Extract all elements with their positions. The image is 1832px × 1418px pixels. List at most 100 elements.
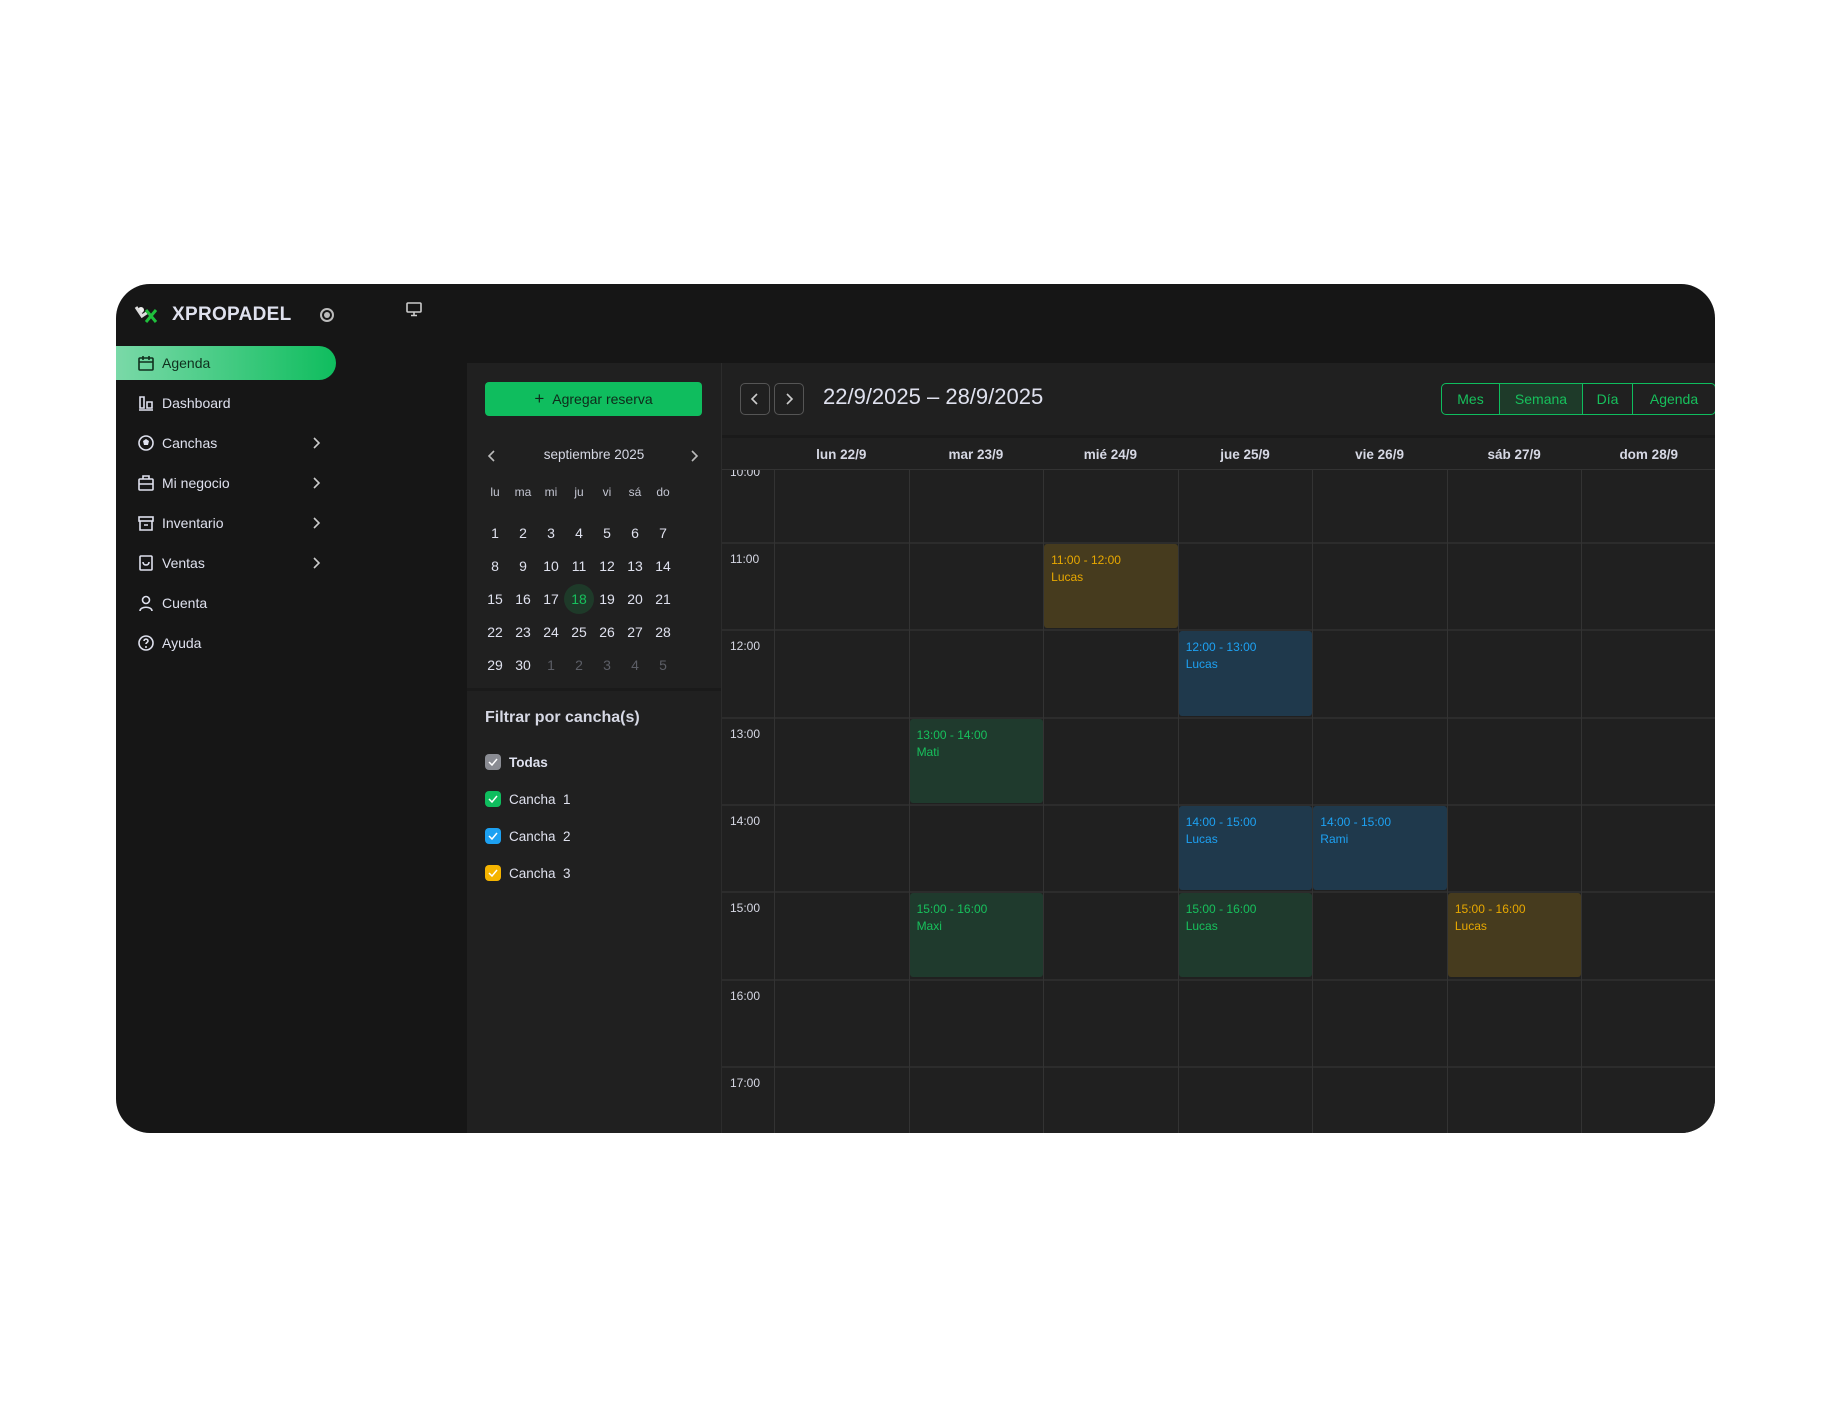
view-semana[interactable]: Semana <box>1500 384 1583 414</box>
calendar-icon <box>138 356 154 371</box>
hour-label: 13:00 <box>730 726 761 741</box>
mini-cal-next-icon[interactable] <box>689 449 699 467</box>
mini-cal-day[interactable]: 16 <box>515 591 531 607</box>
reservation-event[interactable]: 12:00 - 13:00 Lucas <box>1178 631 1313 716</box>
sidebar-item-agenda[interactable]: Agenda <box>116 346 336 380</box>
prev-week-button[interactable] <box>740 383 770 415</box>
help-icon <box>138 635 154 651</box>
reservation-event[interactable]: 15:00 - 16:00 Maxi <box>909 893 1044 978</box>
mini-cal-day[interactable]: 27 <box>627 624 643 640</box>
view-día[interactable]: Día <box>1583 384 1633 414</box>
day-column-line <box>1446 470 1448 1133</box>
mini-cal-day[interactable]: 1 <box>491 525 499 541</box>
mini-cal-day[interactable]: 30 <box>515 657 531 673</box>
day-header: vie 26/9 <box>1355 446 1404 462</box>
mini-cal-day[interactable]: 21 <box>655 591 671 607</box>
brand-name: XPROPADEL <box>172 304 292 325</box>
checkbox-checked-icon[interactable] <box>485 865 501 881</box>
court-filter-cancha-1[interactable]: Cancha 1 <box>485 789 571 809</box>
sidebar-item-canchas[interactable]: Canchas <box>116 426 336 460</box>
mini-cal-day[interactable]: 4 <box>575 525 583 541</box>
event-customer: Lucas <box>1185 831 1218 846</box>
mini-cal-day[interactable]: 4 <box>631 657 639 673</box>
event-time: 15:00 - 16:00 <box>1454 902 1526 917</box>
mini-cal-day[interactable]: 11 <box>571 558 587 574</box>
day-header: dom 28/9 <box>1619 446 1678 462</box>
time-grid[interactable]: 10:00 11:00 12:00 13:00 14:00 15:00 16:00 17:00… <box>722 470 1715 1133</box>
sidebar-item-cuenta[interactable]: Cuenta <box>116 586 336 620</box>
next-week-button[interactable] <box>774 383 804 415</box>
add-reservation-button[interactable]: + Agregar reserva <box>485 382 702 416</box>
hour-line <box>722 978 1715 981</box>
mini-cal-day[interactable]: 29 <box>487 657 503 673</box>
left-panel: + Agregar reserva septiembre 2025 lu ma mi… <box>467 363 721 1133</box>
monitor-icon[interactable] <box>406 302 422 317</box>
sidebar-item-label: Cuenta <box>162 595 208 611</box>
mini-cal-day[interactable]: 3 <box>547 525 555 541</box>
court-filter-cancha-2[interactable]: Cancha 2 <box>485 826 571 846</box>
reservation-event[interactable]: 15:00 - 16:00 Lucas <box>1178 893 1313 978</box>
mini-cal-day[interactable]: 24 <box>543 624 559 640</box>
mini-cal-day[interactable]: 1 <box>547 657 555 673</box>
checkbox-checked-icon[interactable] <box>485 754 501 770</box>
day-column-line <box>1177 470 1179 1133</box>
reservation-event[interactable]: 14:00 - 15:00 Rami <box>1313 805 1447 891</box>
chevron-left-icon <box>750 393 758 405</box>
mini-cal-day[interactable]: 9 <box>519 558 527 574</box>
mini-cal-day[interactable]: 3 <box>603 657 611 673</box>
reservation-event[interactable]: 14:00 - 15:00 Lucas <box>1178 805 1313 891</box>
view-agenda[interactable]: Agenda <box>1649 391 1699 407</box>
day-column-line <box>774 470 775 1133</box>
shopping-bag-icon <box>139 555 153 571</box>
court-filter-label: Cancha 1 <box>509 791 571 807</box>
court-filter-label: Cancha 3 <box>509 865 571 881</box>
mini-cal-day[interactable]: 12 <box>599 558 615 574</box>
mini-cal-day[interactable]: 13 <box>627 558 643 574</box>
view-mes[interactable]: Mes <box>1442 384 1500 414</box>
court-filter-cancha-3[interactable]: Cancha 3 <box>485 863 571 883</box>
mini-cal-day[interactable]: 7 <box>659 525 667 541</box>
sidebar-item-ventas[interactable]: Ventas <box>116 546 336 580</box>
mini-cal-day[interactable]: 2 <box>575 657 583 673</box>
mini-cal-day[interactable]: 19 <box>599 591 615 607</box>
day-column-line <box>908 470 910 1133</box>
mini-cal-day[interactable]: 6 <box>631 525 639 541</box>
mini-cal-day[interactable]: 22 <box>487 624 503 640</box>
mini-cal-prev-icon[interactable] <box>487 449 497 467</box>
mini-cal-day[interactable]: 15 <box>487 591 503 607</box>
mini-cal-day[interactable]: 26 <box>599 624 615 640</box>
sidebar-item-dashboard[interactable]: Dashboard <box>116 386 336 420</box>
checkbox-checked-icon[interactable] <box>485 828 501 844</box>
sidebar-item-label: Agenda <box>162 355 211 371</box>
mini-cal-day[interactable]: 2 <box>519 525 527 541</box>
reservation-event[interactable]: 15:00 - 16:00 Lucas <box>1447 893 1582 978</box>
mini-cal-day[interactable]: 25 <box>571 624 587 640</box>
reservation-event[interactable]: 13:00 - 14:00 Mati <box>909 718 1044 803</box>
sidebar-item-inventario[interactable]: Inventario <box>116 506 336 540</box>
divider <box>467 688 721 691</box>
hour-label: 12:00 <box>730 639 761 654</box>
mini-cal-day[interactable]: 18 <box>564 584 594 614</box>
mini-cal-day[interactable]: 14 <box>655 558 671 574</box>
hour-line <box>722 629 1715 632</box>
day-header: lun 22/9 <box>816 446 867 462</box>
mini-cal-day[interactable]: 10 <box>543 558 559 574</box>
mini-cal-day[interactable]: 8 <box>491 558 499 574</box>
mini-cal-day[interactable]: 28 <box>655 624 671 640</box>
view-switcher: Mes Semana Día Agenda <box>1441 383 1715 415</box>
checkbox-checked-icon[interactable] <box>485 791 501 807</box>
sidebar-item-label: Ayuda <box>162 635 202 651</box>
mini-cal-day[interactable]: 17 <box>543 591 559 607</box>
court-filter-all[interactable]: Todas <box>485 752 548 772</box>
sidebar-item-mi-negocio[interactable]: Mi negocio <box>116 466 336 500</box>
weekday-label: sá <box>628 485 642 499</box>
mini-cal-day[interactable]: 5 <box>603 525 611 541</box>
mini-cal-day[interactable]: 20 <box>627 591 643 607</box>
theme-toggle-icon[interactable] <box>320 308 334 322</box>
hour-line <box>722 1065 1715 1068</box>
sidebar-item-ayuda[interactable]: Ayuda <box>116 626 336 660</box>
bar-chart-icon <box>139 396 153 411</box>
reservation-event[interactable]: 11:00 - 12:00 Lucas <box>1044 544 1178 629</box>
mini-cal-day[interactable]: 5 <box>659 657 667 673</box>
mini-cal-day[interactable]: 23 <box>515 624 531 640</box>
